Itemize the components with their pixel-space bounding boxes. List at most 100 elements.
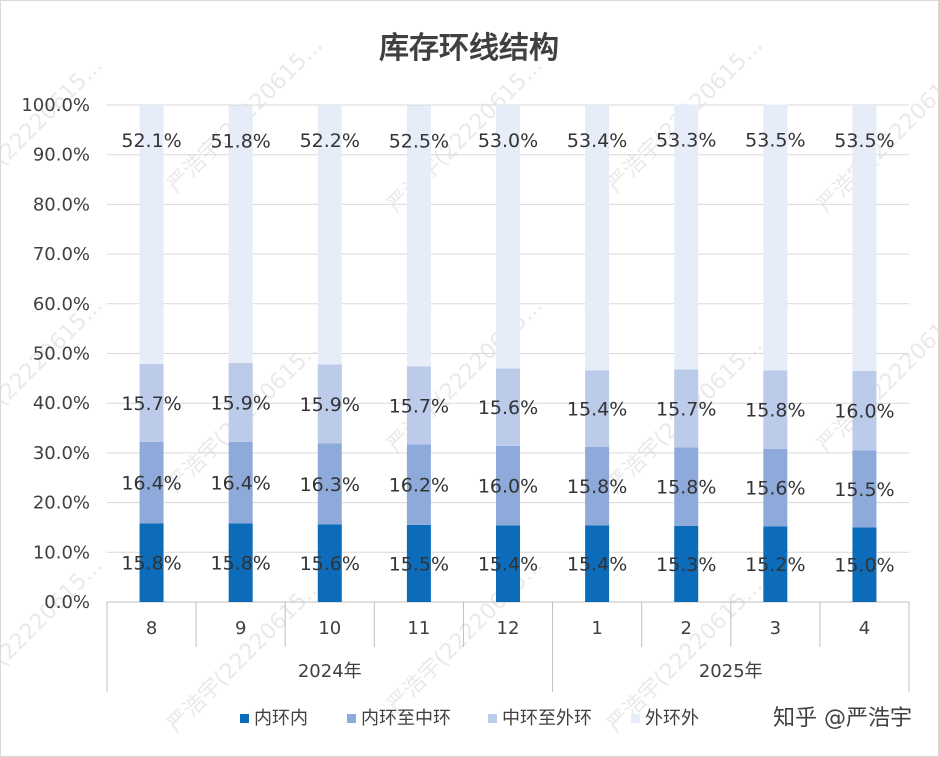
- x-tick-label: 4: [859, 618, 870, 639]
- legend: 内环内 内环至中环 中环至外环 外环外: [240, 708, 699, 729]
- bar-segment: [406, 444, 431, 525]
- bar-segment: [852, 105, 877, 371]
- y-tick-label: 50.0%: [33, 344, 90, 365]
- data-label: 52.1%: [121, 130, 181, 152]
- data-label: 15.2%: [745, 554, 805, 576]
- legend-swatch: [240, 714, 249, 723]
- data-label: 16.4%: [121, 473, 181, 495]
- bar-segment: [763, 526, 788, 602]
- data-label: 15.4%: [567, 399, 627, 421]
- legend-label: 外环外: [645, 708, 699, 729]
- x-tick-label: 12: [497, 618, 520, 639]
- bar-segment: [406, 366, 431, 445]
- data-label: 15.6%: [478, 397, 538, 419]
- bar-segment: [317, 105, 342, 365]
- y-tick-label: 30.0%: [33, 443, 90, 464]
- bar-segment: [139, 523, 164, 602]
- bar-segment: [406, 524, 431, 602]
- bar-segment: [406, 105, 431, 367]
- bar-segment: [674, 447, 699, 526]
- bar-segment: [317, 364, 342, 444]
- data-label: 15.7%: [389, 395, 449, 417]
- data-label: 15.3%: [656, 554, 716, 576]
- x-tick-label: 1: [591, 618, 602, 639]
- credit-text: 知乎 @严浩宇: [773, 706, 912, 731]
- data-label: 15.7%: [121, 393, 181, 415]
- data-label: 15.5%: [834, 479, 894, 501]
- bar-segment: [674, 369, 699, 448]
- data-labels: 15.8% 16.4% 15.7% 52.1% 15.8% 16.4% 15.9% 51.8%…: [121, 130, 894, 577]
- legend-swatch: [488, 714, 497, 723]
- bar-segment: [763, 370, 788, 449]
- x-tick-label: 2: [680, 618, 691, 639]
- data-label: 15.7%: [656, 398, 716, 420]
- bar-segment: [228, 362, 253, 442]
- x-group-label: 2025年: [699, 661, 763, 682]
- data-label: 16.4%: [210, 473, 270, 495]
- bar-segment: [496, 445, 520, 526]
- bar-segment: [674, 104, 699, 370]
- y-tick-label: 10.0%: [33, 542, 90, 563]
- data-label: 52.5%: [389, 130, 449, 152]
- x-tick-label: 10: [318, 618, 341, 639]
- data-label: 53.3%: [656, 130, 716, 152]
- data-label: 15.5%: [389, 553, 449, 575]
- legend-swatch: [347, 714, 356, 723]
- bar-segment: [585, 105, 610, 371]
- y-tick-label: 80.0%: [33, 194, 90, 215]
- y-tick-label: 0.0%: [44, 592, 90, 613]
- data-label: 53.0%: [478, 130, 538, 152]
- legend-label: 内环内: [254, 708, 308, 729]
- data-label: 15.6%: [745, 478, 805, 500]
- data-label: 53.5%: [834, 130, 894, 152]
- data-label: 15.4%: [478, 554, 538, 576]
- legend-label: 内环至中环: [361, 708, 451, 729]
- data-label: 53.5%: [745, 130, 805, 152]
- bar-segment: [228, 523, 253, 602]
- data-label: 15.9%: [300, 394, 360, 416]
- y-axis-ticks: 0.0% 10.0% 20.0% 30.0% 40.0% 50.0% 60.0% 70.0% 8…: [21, 95, 90, 613]
- data-label: 15.8%: [745, 400, 805, 422]
- bar-segment: [852, 450, 877, 528]
- chart-title: 库存环线结构: [379, 31, 559, 66]
- y-tick-label: 60.0%: [33, 294, 90, 315]
- x-group-label: 2024年: [298, 661, 362, 682]
- data-label: 52.2%: [300, 130, 360, 152]
- bar-segment: [139, 105, 164, 364]
- bar-segment: [763, 448, 788, 527]
- data-label: 15.8%: [567, 476, 627, 498]
- bar-segment: [585, 446, 610, 526]
- x-tick-label: 11: [407, 618, 430, 639]
- data-label: 53.4%: [567, 130, 627, 152]
- data-label: 15.4%: [567, 554, 627, 576]
- bar-segment: [496, 105, 520, 369]
- bar-segment: [852, 370, 877, 451]
- bar-segment: [228, 105, 253, 363]
- x-tick-label: 8: [146, 618, 157, 639]
- data-label: 16.2%: [389, 475, 449, 497]
- y-tick-label: 40.0%: [33, 393, 90, 414]
- legend-label: 中环至外环: [502, 708, 592, 729]
- x-tick-label: 9: [235, 618, 246, 639]
- y-tick-label: 90.0%: [33, 145, 90, 166]
- data-label: 16.0%: [834, 401, 894, 423]
- data-label: 15.9%: [210, 392, 270, 414]
- data-label: 15.8%: [210, 553, 270, 575]
- y-tick-label: 20.0%: [33, 493, 90, 514]
- data-label: 15.0%: [834, 555, 894, 577]
- bar-segment: [585, 525, 610, 602]
- bars: [139, 104, 877, 602]
- bar-segment: [852, 527, 877, 602]
- data-label: 15.6%: [300, 553, 360, 575]
- y-tick-label: 100.0%: [21, 95, 90, 116]
- bar-segment: [763, 104, 788, 371]
- data-label: 16.0%: [478, 476, 538, 498]
- bar-segment: [496, 368, 520, 446]
- bar-segment: [139, 363, 164, 442]
- bar-segment: [139, 441, 164, 524]
- data-label: 15.8%: [656, 477, 716, 499]
- bar-segment: [496, 525, 520, 602]
- legend-swatch: [631, 714, 640, 723]
